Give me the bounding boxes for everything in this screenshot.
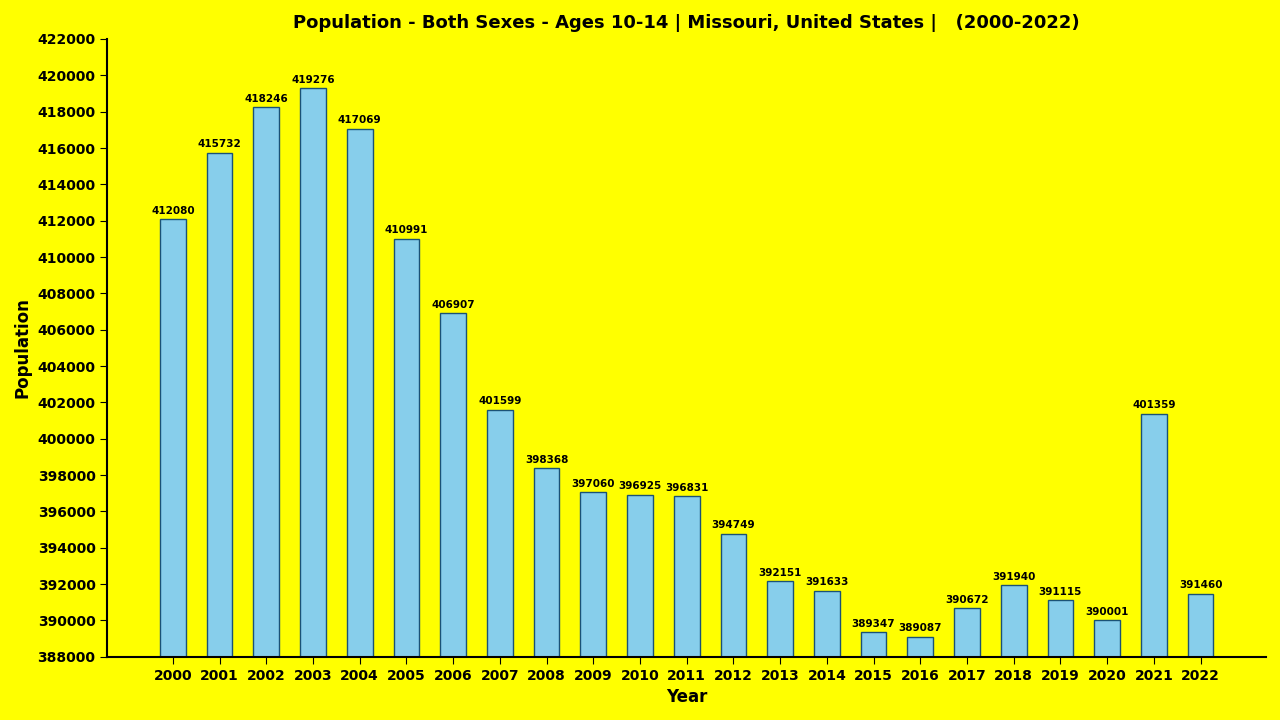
Bar (1140, 414, 1167, 657)
Text: 417069: 417069 (338, 115, 381, 125)
Bar (440, 313, 466, 657)
Text: 391633: 391633 (805, 577, 849, 587)
Bar (347, 129, 372, 657)
Bar (627, 495, 653, 657)
Text: 419276: 419276 (292, 75, 335, 85)
Text: 418246: 418246 (244, 94, 288, 104)
Bar (860, 632, 887, 657)
Bar (767, 581, 794, 657)
Bar (721, 534, 746, 657)
Text: 391460: 391460 (1179, 580, 1222, 590)
Bar (207, 153, 233, 657)
Text: 406907: 406907 (431, 300, 475, 310)
Text: 396831: 396831 (666, 482, 708, 492)
Text: 392151: 392151 (759, 567, 801, 577)
Bar (1094, 621, 1120, 657)
Bar (814, 590, 840, 657)
Text: 412080: 412080 (151, 206, 195, 215)
Text: 394749: 394749 (712, 521, 755, 531)
Bar (1047, 600, 1074, 657)
Text: 401359: 401359 (1132, 400, 1175, 410)
Bar (1001, 585, 1027, 657)
Bar (580, 492, 607, 657)
Text: 389347: 389347 (851, 618, 896, 629)
Text: 401599: 401599 (479, 396, 521, 406)
Bar (1188, 594, 1213, 657)
Bar (394, 239, 420, 657)
Text: 396925: 396925 (618, 481, 662, 491)
Text: 410991: 410991 (385, 225, 428, 235)
Text: 390001: 390001 (1085, 607, 1129, 617)
Text: 397060: 397060 (572, 479, 616, 488)
Y-axis label: Population: Population (14, 297, 32, 398)
Text: 390672: 390672 (945, 595, 988, 605)
Title: Population - Both Sexes - Ages 10-14 | Missouri, United States |   (2000-2022): Population - Both Sexes - Ages 10-14 | M… (293, 14, 1080, 32)
Bar (160, 219, 186, 657)
Bar (534, 469, 559, 657)
Text: 415732: 415732 (197, 139, 242, 149)
Bar (908, 637, 933, 657)
Bar (673, 496, 700, 657)
X-axis label: Year: Year (666, 688, 708, 706)
Text: 398368: 398368 (525, 455, 568, 464)
Bar (954, 608, 980, 657)
Text: 391940: 391940 (992, 572, 1036, 582)
Text: 391115: 391115 (1039, 587, 1082, 596)
Text: 389087: 389087 (899, 624, 942, 634)
Bar (253, 107, 279, 657)
Bar (488, 410, 513, 657)
Bar (301, 89, 326, 657)
